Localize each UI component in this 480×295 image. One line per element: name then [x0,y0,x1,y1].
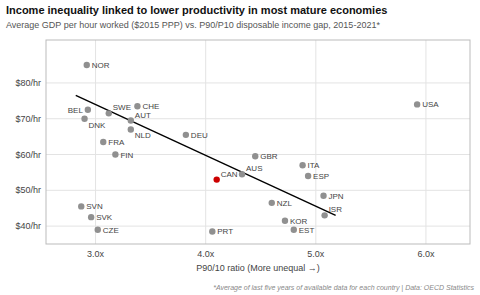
marks [76,62,421,235]
title: Income inequality linked to lower produc… [6,4,387,16]
y-grid-line [46,190,470,191]
point-label: BEL [68,106,84,115]
point [282,218,288,224]
point [81,116,87,122]
point-label: SVN [86,202,103,211]
x-tick-label: 4.0x [197,249,215,259]
point [112,151,118,157]
point [305,173,311,179]
point [299,162,305,168]
x-grid-line [205,40,206,244]
point-label: USA [422,100,439,109]
point-label: DNK [89,121,107,130]
x-tick-label: 6.0x [417,249,435,259]
point-label: CAN [221,170,238,179]
point-label: SVK [96,213,113,222]
point [252,153,258,159]
point [134,103,140,109]
point-label: AUS [246,164,262,173]
plot-frame [46,40,470,244]
point [239,171,245,177]
point [100,139,106,145]
y-grid-line [46,82,470,83]
footnote: *Average of last five years of available… [213,284,474,292]
y-tick-label: $40/hr [15,221,41,231]
y-tick-label: $60/hr [15,150,41,160]
point-label: SWE [113,103,131,112]
point [88,214,94,220]
y-tick-label: $80/hr [15,78,41,88]
x-grid-line [315,40,316,244]
point [321,212,327,218]
point-label: ITA [308,161,321,170]
trend-line [76,95,336,215]
point [414,101,420,107]
point [84,62,90,68]
point [128,117,134,123]
x-tick-label: 3.0x [87,249,105,259]
point [291,226,297,232]
y-tick-label: $50/hr [15,185,41,195]
x-tick-label: 5.0x [307,249,325,259]
chart: Income inequality linked to lower produc… [0,0,480,295]
subtitle: Average GDP per hour worked ($2015 PPP) … [6,20,380,30]
point-label: GBR [260,152,278,161]
point [183,132,189,138]
y-grid-line [46,118,470,119]
y-tick-label: $70/hr [15,114,41,124]
point [85,107,91,113]
point-label: PRT [217,227,233,236]
point [209,228,215,234]
point-label: DEU [191,131,208,140]
point-label: KOR [290,217,308,226]
point [128,126,134,132]
point-label: EST [299,226,315,235]
point-label: ESP [313,172,329,181]
point [78,203,84,209]
point [320,192,326,198]
x-grid-line [425,40,426,244]
point [95,226,101,232]
point-label: FRA [108,138,125,147]
point-label: AUT [135,111,151,120]
point-label: NLD [135,131,151,140]
grid [46,40,470,244]
point [269,200,275,206]
point [106,110,112,116]
point-label: NZL [277,199,293,208]
x-axis-label: P90/10 ratio (More unequal →) [196,263,320,273]
axes: 3.0x 4.0x 5.0x 6.0x $40/hr $50/hr $60/hr $70/hr… [15,40,470,259]
background [0,0,480,295]
point-label: FIN [120,151,133,160]
point-label: JPN [329,192,344,201]
point-label: CZE [103,226,119,235]
point-label: ISR [329,205,343,214]
point [214,176,220,182]
point-labels: NORBELSWECHEDNKAUTNLDFRAFINDEUGBRAUSCANI… [68,61,440,236]
point-label: NOR [92,61,110,70]
